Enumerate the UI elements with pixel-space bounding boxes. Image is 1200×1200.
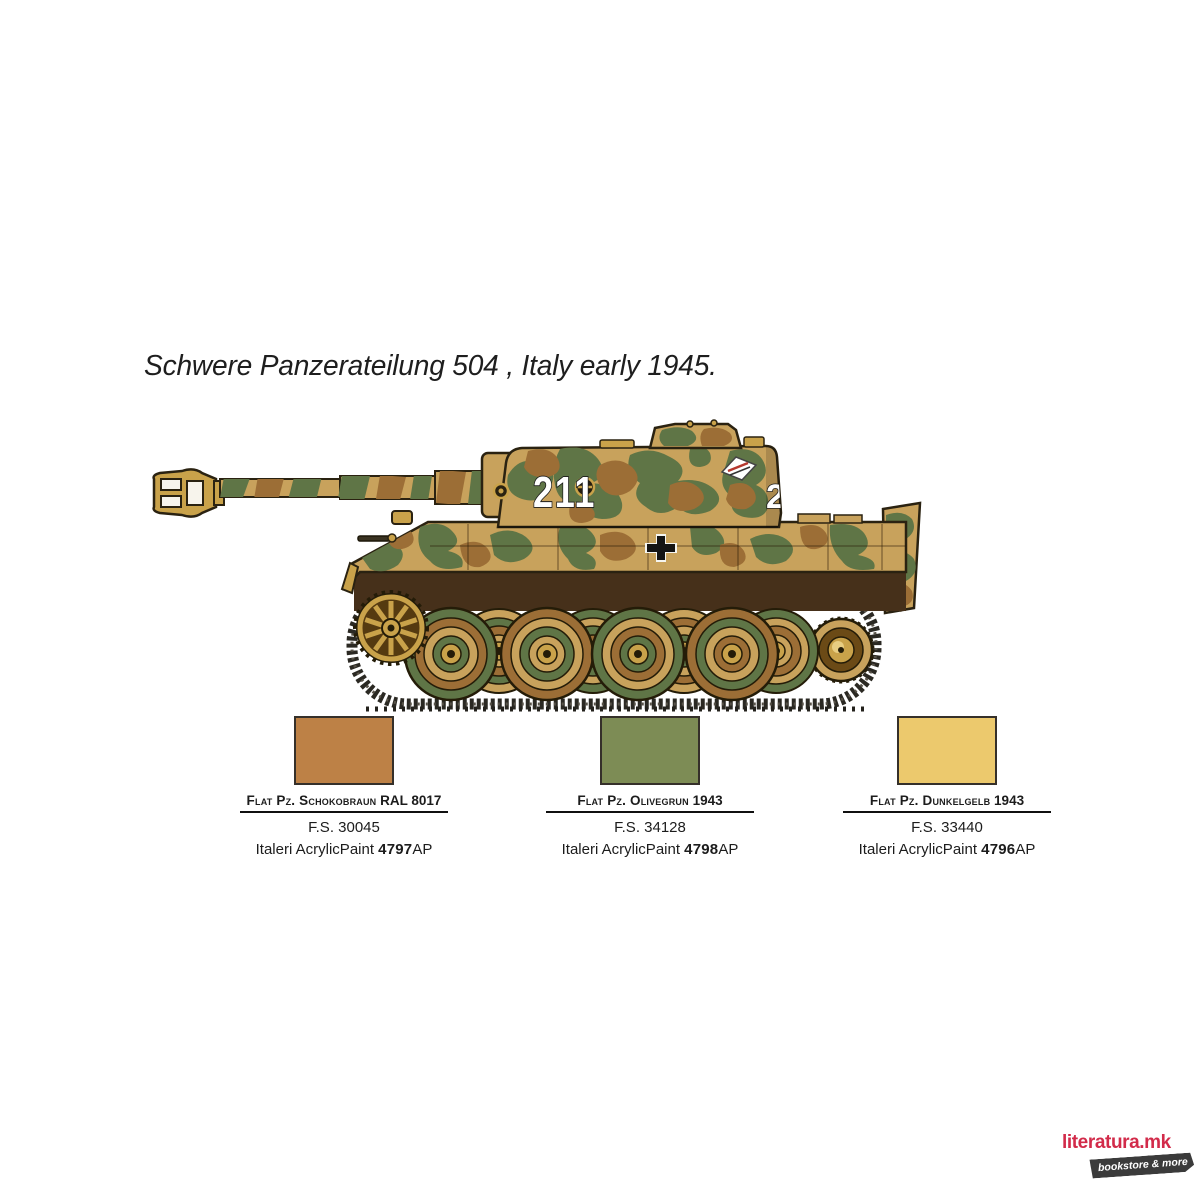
running-gear bbox=[353, 590, 875, 702]
turret-number: 211 bbox=[533, 468, 596, 517]
paint-swatch-group-schokobraun: Flat Pz. Schokobraun RAL 8017 F.S. 30045… bbox=[214, 716, 474, 858]
front-fender bbox=[340, 561, 360, 595]
tiger-tank-svg: 2 211 bbox=[152, 419, 922, 712]
paint-name: Flat Pz. Olivegrun 1943 bbox=[546, 793, 754, 813]
hull bbox=[340, 510, 908, 595]
paint-swatch-group-olivegrun: Flat Pz. Olivegrun 1943 F.S. 34128 Itale… bbox=[520, 716, 780, 858]
paint-swatch-color bbox=[897, 716, 997, 785]
paint-swatch-color bbox=[294, 716, 394, 785]
muzzle-brake bbox=[152, 468, 218, 518]
turret: 2 211 bbox=[480, 419, 785, 529]
paint-reference: Italeri AcrylicPaint 4798AP bbox=[561, 841, 739, 858]
headlight bbox=[391, 510, 413, 525]
store-logo-tagline: bookstore & more bbox=[1089, 1152, 1194, 1178]
paint-reference: Italeri AcrylicPaint 4796AP bbox=[858, 841, 1036, 858]
hull-camouflage bbox=[360, 523, 906, 572]
turret-number-partial: 2 bbox=[766, 478, 785, 516]
caption-text: Schwere Panzerateilung 504 , Italy early… bbox=[144, 350, 717, 382]
federal-standard-code: F.S. 33440 bbox=[911, 819, 983, 836]
paint-guide: Flat Pz. Schokobraun RAL 8017 F.S. 30045… bbox=[0, 716, 1200, 886]
division-emblem-icon bbox=[720, 456, 758, 481]
paint-name: Flat Pz. Dunkelgelb 1943 bbox=[843, 793, 1051, 813]
federal-standard-code: F.S. 34128 bbox=[614, 819, 686, 836]
road-wheels-front bbox=[403, 606, 780, 702]
drive-sprocket bbox=[353, 590, 429, 666]
bow-mg bbox=[357, 535, 393, 542]
balkenkreuz-icon bbox=[645, 534, 677, 562]
paint-reference: Italeri AcrylicPaint 4797AP bbox=[255, 841, 433, 858]
gun-barrel bbox=[152, 468, 528, 518]
federal-standard-code: F.S. 30045 bbox=[308, 819, 380, 836]
paint-swatch-group-dunkelgelb: Flat Pz. Dunkelgelb 1943 F.S. 33440 Ital… bbox=[817, 716, 1077, 858]
store-logo[interactable]: literatura.mk bookstore & more bbox=[1062, 1132, 1200, 1175]
tank-illustration: 2 211 bbox=[130, 415, 930, 715]
store-logo-wordmark[interactable]: literatura.mk bbox=[1062, 1132, 1171, 1153]
paint-swatch-color bbox=[600, 716, 700, 785]
paint-name: Flat Pz. Schokobraun RAL 8017 bbox=[240, 793, 448, 813]
